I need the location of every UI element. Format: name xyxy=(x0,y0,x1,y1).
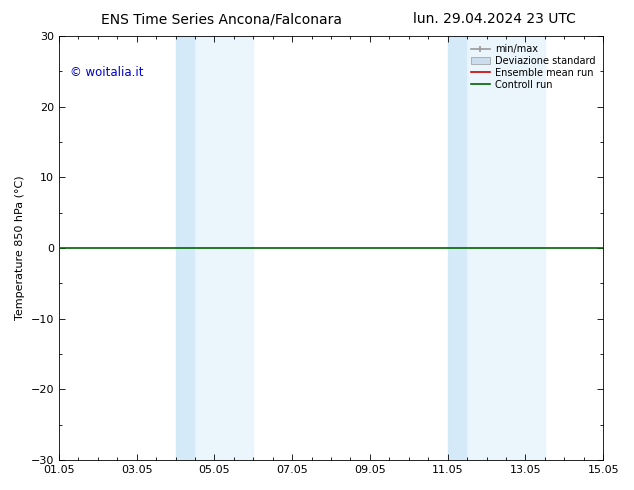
Text: lun. 29.04.2024 23 UTC: lun. 29.04.2024 23 UTC xyxy=(413,12,576,26)
Text: ENS Time Series Ancona/Falconara: ENS Time Series Ancona/Falconara xyxy=(101,12,342,26)
Bar xyxy=(176,36,195,460)
Bar xyxy=(448,36,467,460)
Bar xyxy=(195,36,254,460)
Y-axis label: Temperature 850 hPa (°C): Temperature 850 hPa (°C) xyxy=(15,176,25,320)
Bar xyxy=(467,36,545,460)
Text: © woitalia.it: © woitalia.it xyxy=(70,66,143,79)
Legend: min/max, Deviazione standard, Ensemble mean run, Controll run: min/max, Deviazione standard, Ensemble m… xyxy=(468,41,598,93)
